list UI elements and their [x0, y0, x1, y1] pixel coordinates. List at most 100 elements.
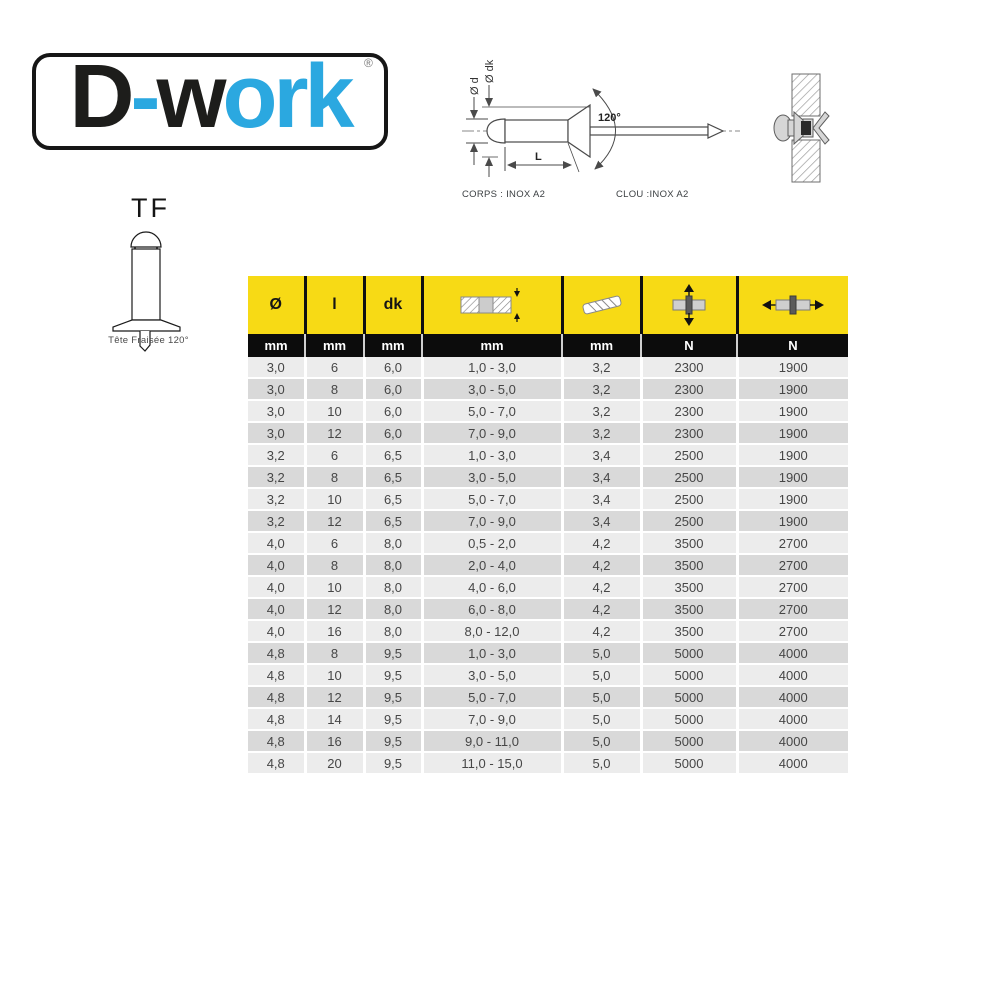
table-cell: 4,8	[248, 685, 305, 708]
table-cell: 3,0	[248, 421, 305, 444]
table-row: 3,0 6 6,0 1,0 - 3,0 3,2 2300 1900	[248, 357, 848, 378]
table-cell: 6,0	[362, 399, 422, 422]
table-cell: 9,5	[362, 685, 422, 708]
table-cell: 8,0 - 12,0	[420, 619, 562, 642]
angle-arc	[592, 88, 616, 170]
logo-part: D	[69, 46, 134, 147]
table-cell: 4,0 - 6,0	[420, 575, 562, 598]
table-cell: 2700	[735, 553, 848, 576]
table-cell: 3500	[639, 597, 737, 620]
symbol-header-row: Ø l dk	[248, 276, 848, 334]
table-cell: 5,0	[560, 729, 641, 752]
table-cell: 7,0 - 9,0	[420, 509, 562, 532]
angle-label: 120°	[598, 112, 621, 124]
table-cell: 4000	[735, 707, 848, 730]
table-cell: 16	[303, 619, 364, 642]
table-cell: 4,0	[248, 531, 305, 554]
table-row: 4,8 14 9,5 7,0 - 9,0 5,0 5000 4000	[248, 707, 848, 730]
table-cell: 2700	[735, 597, 848, 620]
table-row: 4,0 16 8,0 8,0 - 12,0 4,2 3500 2700	[248, 619, 848, 642]
table-cell: 5000	[639, 685, 737, 708]
table-cell: 5000	[639, 729, 737, 752]
table-cell: 3,2	[248, 465, 305, 488]
col-header-head-diameter: dk	[362, 276, 422, 334]
rivet-technical-drawing: Ø d Ø dk 120° L	[462, 59, 740, 177]
table-cell: 12	[303, 421, 364, 444]
table-cell: 3,0	[266, 359, 285, 375]
table-cell: 8,0	[362, 553, 422, 576]
table-cell: 4,0	[248, 553, 305, 576]
table-cell: 4,8	[248, 707, 305, 730]
table-cell: 4,2	[560, 575, 641, 598]
logo-part: -	[130, 46, 160, 147]
table-cell: 4,2	[560, 619, 641, 642]
table-cell: 2,0 - 4,0	[420, 553, 562, 576]
table-cell: 5,0	[560, 641, 641, 664]
table-row: 4,8 12 9,5 5,0 - 7,0 5,0 5000 4000	[248, 685, 848, 708]
brand-logo: D-work	[32, 52, 388, 152]
table-cell: 3,4	[560, 443, 641, 466]
table-cell: 5,0	[560, 685, 641, 708]
unit-cell: mm	[561, 334, 641, 357]
table-cell: 2300	[639, 421, 737, 444]
table-cell: 4,0	[248, 597, 305, 620]
table-cell: 10	[303, 663, 364, 686]
unit-cell: mm	[304, 334, 364, 357]
logo-part: w	[156, 46, 226, 147]
table-cell: 7,0 - 9,0	[420, 421, 562, 444]
logo-part: ork	[222, 46, 354, 147]
table-cell: 3,2	[560, 357, 641, 378]
table-cell: 0,5 - 2,0	[420, 531, 562, 554]
table-cell: 3,4	[560, 509, 641, 532]
table-cell: 4000	[735, 641, 848, 664]
table-cell: 12	[303, 685, 364, 708]
table-cell: 1,0 - 3,0	[420, 357, 562, 378]
table-cell: 1900	[735, 377, 848, 400]
table-cell: 5000	[639, 751, 737, 773]
rivet-splayed-tail	[812, 111, 830, 145]
unit-cell: mm	[248, 334, 305, 357]
unit-cell: mm	[363, 334, 422, 357]
table-cell: 1900	[735, 487, 848, 510]
table-cell: 6,0	[362, 377, 422, 400]
table-cell: 2700	[735, 619, 848, 642]
table-cell: 5000	[639, 663, 737, 686]
rivet-body	[504, 119, 569, 143]
brand-logo-text: D-work	[69, 52, 354, 152]
registered-trademark-icon: ®	[364, 56, 373, 70]
table-cell: 2500	[639, 487, 737, 510]
shear-strength-icon	[639, 276, 737, 334]
unit-cell: N	[736, 334, 848, 357]
rivet-mandrel-stem	[139, 331, 151, 352]
length-label: L	[535, 151, 542, 163]
table-row: 4,0 10 8,0 4,0 - 6,0 4,2 3500 2700	[248, 575, 848, 598]
table-cell: 2700	[735, 575, 848, 598]
table-cell: 1900	[735, 465, 848, 488]
table-cell: 3500	[639, 619, 737, 642]
unit-header-row: mm mm mm mm mm N N	[248, 334, 848, 357]
table-cell: 10	[303, 575, 364, 598]
table-cell: 20	[303, 751, 364, 773]
table-cell: 6,5	[362, 465, 422, 488]
table-cell: 3,2	[248, 487, 305, 510]
rivet-spec-table: Ø l dk	[248, 276, 848, 773]
col-header-length: l	[303, 276, 364, 334]
table-cell: 4,0	[248, 619, 305, 642]
table-cell: 2700	[735, 531, 848, 554]
table-cell: 3,0 - 5,0	[420, 377, 562, 400]
mandrel-remnant	[801, 121, 811, 135]
table-row: 3,0 10 6,0 5,0 - 7,0 3,2 2300 1900	[248, 399, 848, 422]
table-row: 3,2 8 6,5 3,0 - 5,0 3,4 2500 1900	[248, 465, 848, 488]
table-cell: 9,0 - 11,0	[420, 729, 562, 752]
rivet-countersunk-head	[112, 319, 181, 332]
tf-type-label: TF	[131, 193, 170, 223]
table-cell: 3,0 - 5,0	[420, 663, 562, 686]
table-cell: 5000	[639, 707, 737, 730]
table-cell: 2300	[639, 399, 737, 422]
table-row: 4,8 16 9,5 9,0 - 11,0 5,0 5000 4000	[248, 729, 848, 752]
rivet-dome-head	[130, 231, 162, 248]
rivet-body	[131, 248, 161, 321]
table-cell: 6,5	[362, 487, 422, 510]
table-cell: 8,0	[362, 575, 422, 598]
table-cell: 5,0	[560, 663, 641, 686]
